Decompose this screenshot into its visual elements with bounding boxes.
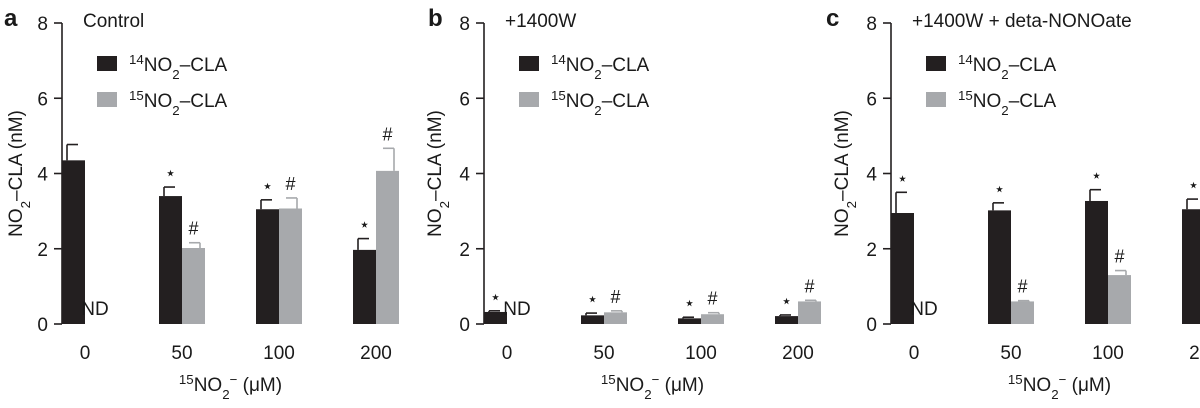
y-tick-label: 8 bbox=[459, 14, 470, 35]
y-tick-label: 8 bbox=[37, 14, 48, 35]
x-axis-title: 15NO2− (μM) bbox=[601, 372, 704, 402]
x-tick-label: 50 bbox=[593, 343, 614, 364]
bar bbox=[604, 312, 627, 324]
panel-letter: c bbox=[826, 5, 839, 32]
star-mark: ⋆ bbox=[684, 293, 695, 313]
bar bbox=[701, 314, 724, 324]
legend-label: 15NO2–CLA bbox=[129, 88, 228, 118]
star-mark: ⋆ bbox=[1188, 175, 1199, 195]
y-tick-label: 2 bbox=[37, 240, 48, 261]
panel-a: a 0 2 4 6 8 NO2–CLA (nM) Control 14NO2–CLA 15NO2–… bbox=[4, 5, 399, 402]
x-tick-label: 100 bbox=[685, 343, 717, 364]
hash-mark: # bbox=[804, 276, 814, 296]
y-tick-label: 2 bbox=[459, 240, 470, 261]
x-tick-label: 50 bbox=[1000, 343, 1021, 364]
hash-mark: # bbox=[610, 287, 620, 307]
x-tick-label: 200 bbox=[360, 343, 392, 364]
legend-label: 15NO2–CLA bbox=[958, 88, 1057, 118]
bar bbox=[279, 208, 302, 324]
x-tick-label: 0 bbox=[909, 343, 920, 364]
bar bbox=[988, 210, 1011, 324]
x-tick-label: 100 bbox=[1092, 343, 1124, 364]
y-tick-label: 4 bbox=[37, 165, 48, 186]
not-detected-label: ND bbox=[503, 299, 530, 320]
bar bbox=[1011, 301, 1034, 324]
y-tick-label: 2 bbox=[866, 240, 877, 261]
y-tick-label: 8 bbox=[866, 14, 877, 35]
x-axis-title: 15NO2− (μM) bbox=[179, 372, 282, 402]
star-mark: ⋆ bbox=[994, 179, 1005, 199]
x-tick-label: 0 bbox=[80, 343, 91, 364]
y-tick-label: 6 bbox=[37, 89, 48, 110]
y-tick-label: 4 bbox=[866, 165, 877, 186]
bar bbox=[1085, 200, 1108, 324]
hash-mark: # bbox=[285, 174, 295, 194]
bar bbox=[376, 170, 399, 324]
star-mark: ⋆ bbox=[897, 168, 908, 188]
star-mark: ⋆ bbox=[262, 176, 273, 196]
legend-swatch bbox=[519, 56, 539, 71]
x-tick-label: 200 bbox=[1189, 343, 1200, 364]
panel-letter: a bbox=[4, 5, 18, 32]
legend-swatch bbox=[519, 92, 539, 107]
y-tick-label: 0 bbox=[37, 315, 48, 336]
star-mark: ⋆ bbox=[587, 289, 598, 309]
legend-label: 15NO2–CLA bbox=[551, 88, 650, 118]
legend-label: 14NO2–CLA bbox=[551, 52, 650, 82]
condition-title: +1400W + deta-NONOate bbox=[912, 11, 1132, 32]
panel-letter: b bbox=[428, 5, 443, 32]
bar bbox=[891, 213, 914, 324]
y-tick-label: 6 bbox=[459, 89, 470, 110]
y-axis-title: NO2–CLA (nM) bbox=[6, 110, 33, 237]
y-tick-label: 0 bbox=[866, 315, 877, 336]
y-tick-label: 6 bbox=[866, 89, 877, 110]
legend-swatch bbox=[926, 56, 946, 71]
bar bbox=[62, 160, 85, 324]
star-mark: ⋆ bbox=[359, 215, 370, 235]
bar bbox=[1182, 209, 1200, 324]
panel-c: c 0 2 4 6 8 NO2–CLA (nM) +1400W + deta-NONOate 1… bbox=[826, 5, 1200, 402]
bar bbox=[353, 249, 376, 324]
hash-mark: # bbox=[1114, 247, 1124, 267]
bar bbox=[159, 196, 182, 324]
hash-mark: # bbox=[188, 219, 198, 239]
y-tick-label: 0 bbox=[459, 315, 470, 336]
legend-label: 14NO2–CLA bbox=[129, 52, 228, 82]
hash-mark: # bbox=[382, 124, 392, 144]
condition-title: +1400W bbox=[505, 11, 576, 32]
bar bbox=[1108, 275, 1131, 324]
y-axis-title: NO2–CLA (nM) bbox=[425, 110, 452, 237]
y-tick-label: 4 bbox=[459, 165, 470, 186]
legend-swatch bbox=[97, 92, 117, 107]
star-mark: ⋆ bbox=[781, 291, 792, 311]
legend-swatch bbox=[926, 92, 946, 107]
x-tick-label: 200 bbox=[782, 343, 814, 364]
x-tick-label: 0 bbox=[502, 343, 513, 364]
hash-mark: # bbox=[707, 289, 717, 309]
bar bbox=[182, 247, 205, 324]
bar bbox=[484, 311, 507, 324]
bar bbox=[581, 315, 604, 324]
bar bbox=[798, 301, 821, 324]
not-detected-label: ND bbox=[81, 299, 108, 320]
condition-title: Control bbox=[83, 11, 144, 32]
y-axis-title: NO2–CLA (nM) bbox=[832, 110, 859, 237]
legend-swatch bbox=[97, 56, 117, 71]
hash-mark: # bbox=[1017, 277, 1027, 297]
x-tick-label: 100 bbox=[263, 343, 295, 364]
x-tick-label: 50 bbox=[171, 343, 192, 364]
legend-label: 14NO2–CLA bbox=[958, 52, 1057, 82]
bar bbox=[678, 318, 701, 324]
bar bbox=[775, 316, 798, 324]
not-detected-label: ND bbox=[910, 299, 937, 320]
star-mark: ⋆ bbox=[1091, 166, 1102, 186]
star-mark: ⋆ bbox=[490, 287, 501, 307]
x-axis-title: 15NO2− (μM) bbox=[1008, 372, 1111, 402]
bar bbox=[256, 209, 279, 324]
star-mark: ⋆ bbox=[165, 163, 176, 183]
panel-b: b 0 2 4 6 8 NO2–CLA (nM) +1400W 14NO2–CLA 15NO2–C… bbox=[425, 5, 821, 402]
